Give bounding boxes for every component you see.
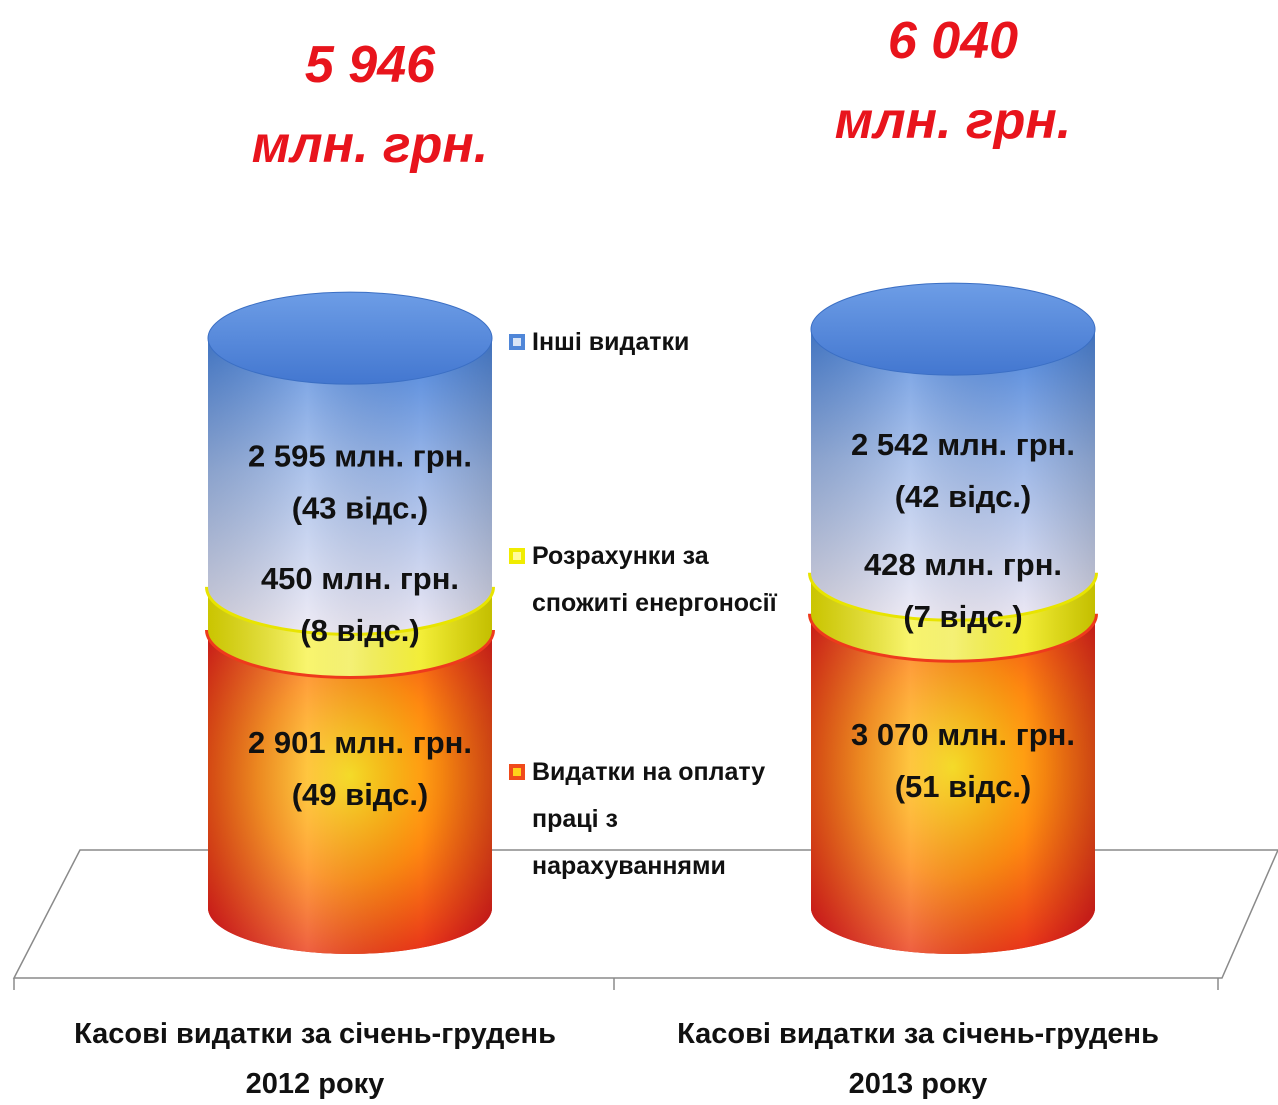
legend-swatch-inner	[513, 768, 521, 776]
category-label-1-line-2: 2012 року	[246, 1068, 385, 1100]
legend: Інші видатки Розрахунки за спожиті енергон…	[509, 328, 778, 880]
legend-item-3: Видатки на оплату праці з нарахуваннями	[509, 758, 765, 880]
bars-group	[205, 282, 1098, 954]
data-label-1-3-line-2: (43 відс.)	[292, 491, 429, 526]
category-label-1-line-1: Касові видатки за січень-грудень	[74, 1018, 556, 1050]
total-label-2-line-2: млн. грн.	[835, 92, 1072, 150]
legend-text-line: Розрахунки за	[532, 542, 710, 570]
bar-segment-shading	[811, 329, 1095, 619]
total-label-1-line-1: 5 946	[305, 36, 436, 94]
bar-cylinder-1	[205, 291, 495, 954]
data-label-1-2-line-2: (8 відс.)	[300, 613, 419, 648]
data-label-2-1-line-2: (51 відс.)	[895, 769, 1032, 804]
legend-item-2: Розрахунки за спожиті енергоносії	[509, 542, 778, 617]
legend-text-line: праці з	[532, 805, 618, 833]
data-label-2-2-line-1: 428 млн. грн.	[864, 547, 1062, 582]
bar-top-cap-2	[810, 282, 1096, 376]
data-label-1-2-line-1: 450 млн. грн.	[261, 561, 459, 596]
category-labels: Касові видатки за січень-грудень 2012 рок…	[74, 1018, 1159, 1100]
total-label-1-line-2: млн. грн.	[252, 116, 489, 174]
total-labels: 5 946 млн. грн. 6 040 млн. грн.	[252, 12, 1072, 174]
category-label-2-line-2: 2013 року	[849, 1068, 988, 1100]
data-label-2-3-line-2: (42 відс.)	[895, 479, 1032, 514]
legend-text-line: Видатки на оплату	[532, 758, 765, 786]
legend-swatch-inner	[513, 552, 521, 560]
bar-top-cap-1	[207, 291, 493, 385]
category-label-2-line-1: Касові видатки за січень-грудень	[677, 1018, 1159, 1050]
bar-segment-shading	[811, 613, 1095, 954]
legend-item-1: Інші видатки	[509, 328, 689, 356]
legend-text-line: нарахуваннями	[532, 852, 726, 880]
data-label-1-1-line-1: 2 901 млн. грн.	[248, 725, 472, 760]
legend-text-line: спожиті енергоносії	[532, 589, 778, 617]
data-label-2-1-line-1: 3 070 млн. грн.	[851, 717, 1075, 752]
legend-text-line: Інші видатки	[532, 328, 689, 356]
legend-swatch-inner	[513, 338, 521, 346]
bar-segment-shading	[811, 572, 1095, 660]
total-label-2-line-1: 6 040	[888, 12, 1018, 70]
data-label-2-3-line-1: 2 542 млн. грн.	[851, 427, 1075, 462]
bar-segment-shading	[208, 586, 492, 676]
bar-cylinder-2	[808, 282, 1098, 954]
data-label-2-2-line-2: (7 відс.)	[903, 599, 1022, 634]
data-label-1-1-line-2: (49 відс.)	[292, 777, 429, 812]
data-label-1-3-line-1: 2 595 млн. грн.	[248, 439, 472, 474]
bar-segment-shading	[208, 629, 492, 954]
segment-labels: 2 901 млн. грн. (49 відс.) 450 млн. грн. (8…	[248, 427, 1075, 812]
bar-segment-shading	[208, 338, 492, 633]
